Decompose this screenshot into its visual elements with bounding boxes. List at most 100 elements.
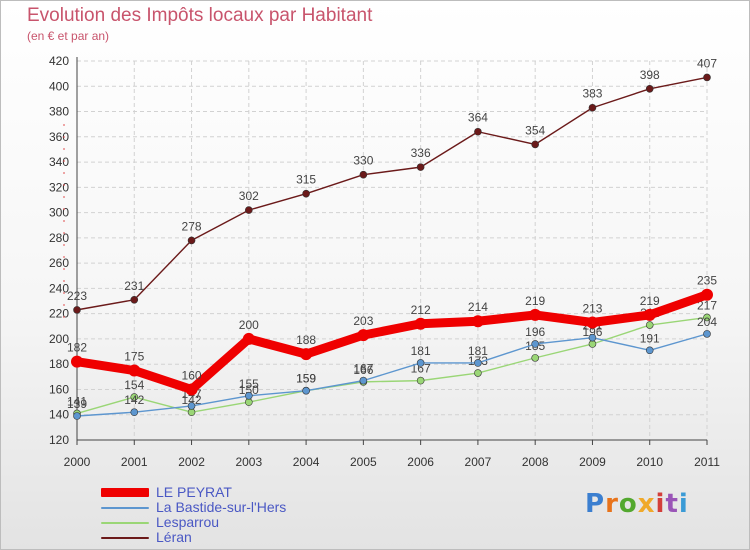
legend-swatch-le-peyrat bbox=[101, 488, 149, 497]
legend-swatch-la-bastide bbox=[101, 507, 149, 509]
data-label-l-ran: 315 bbox=[296, 173, 316, 187]
data-label-la-bastide-sur-l-hers: 181 bbox=[468, 344, 488, 358]
data-point-l-ran bbox=[187, 236, 196, 245]
y-tick-label: 280 bbox=[49, 231, 69, 245]
y-tick-label: 180 bbox=[49, 357, 69, 371]
data-point-la-bastide-sur-l-hers bbox=[416, 359, 425, 367]
chart-subtitle: (en € et par an) bbox=[27, 29, 110, 43]
data-label-la-bastide-sur-l-hers: 196 bbox=[525, 325, 545, 339]
data-point-le-peyrat bbox=[242, 332, 255, 345]
data-point-le-peyrat bbox=[357, 329, 370, 342]
data-point-la-bastide-sur-l-hers bbox=[73, 412, 81, 420]
legend-swatch-leran bbox=[101, 537, 149, 539]
y-tick-label: 160 bbox=[49, 382, 69, 396]
data-label-le-peyrat: 235 bbox=[697, 274, 717, 288]
chart-title: Evolution des Impôts locaux par Habitant bbox=[27, 5, 373, 26]
data-point-la-bastide-sur-l-hers bbox=[302, 386, 310, 395]
proxiti-logo: Proxiti bbox=[585, 489, 689, 519]
data-label-la-bastide-sur-l-hers: 204 bbox=[697, 315, 717, 329]
data-label-lesparrou: 217 bbox=[697, 298, 717, 312]
data-point-la-bastide-sur-l-hers bbox=[703, 330, 711, 338]
data-label-le-peyrat: 175 bbox=[124, 350, 144, 364]
x-tick-label: 2010 bbox=[636, 455, 663, 469]
x-tick-label: 2002 bbox=[178, 455, 205, 469]
legend-swatch-lesparrou bbox=[101, 522, 149, 524]
data-label-l-ran: 231 bbox=[124, 279, 144, 293]
data-label-le-peyrat: 214 bbox=[468, 300, 488, 314]
x-tick-label: 2007 bbox=[465, 455, 492, 469]
data-label-le-peyrat: 188 bbox=[296, 333, 316, 347]
data-point-l-ran bbox=[416, 163, 425, 171]
data-label-lesparrou: 166 bbox=[353, 363, 373, 377]
y-tick-label: 120 bbox=[49, 433, 69, 447]
data-label-le-peyrat: 160 bbox=[182, 368, 202, 382]
data-point-lesparrou bbox=[531, 354, 539, 362]
data-point-le-peyrat bbox=[128, 364, 141, 377]
data-label-l-ran: 383 bbox=[582, 87, 602, 101]
legend-label: La Bastide-sur-l'Hers bbox=[156, 499, 287, 515]
series-line-le-peyrat bbox=[72, 290, 712, 394]
data-point-l-ran bbox=[73, 306, 81, 314]
data-label-l-ran: 330 bbox=[353, 154, 373, 168]
data-point-la-bastide-sur-l-hers bbox=[531, 340, 539, 348]
data-point-l-ran bbox=[359, 170, 368, 179]
series-line-la-bastide-sur-l-hers bbox=[76, 333, 708, 417]
data-point-la-bastide-sur-l-hers bbox=[130, 408, 139, 417]
x-tick-label: 2006 bbox=[407, 455, 434, 469]
data-point-l-ran bbox=[130, 295, 139, 304]
y-tick-label: 220 bbox=[49, 307, 69, 321]
series-line-l-ran bbox=[76, 76, 708, 311]
series-line-lesparrou bbox=[76, 316, 708, 415]
data-label-la-bastide-sur-l-hers: 167 bbox=[353, 362, 373, 376]
data-label-lesparrou: 141 bbox=[67, 394, 87, 408]
x-tick-label: 2004 bbox=[293, 455, 320, 469]
y-tick-label: 420 bbox=[49, 54, 69, 68]
y-tick-label: 360 bbox=[49, 130, 69, 144]
y-tick-label: 320 bbox=[49, 180, 69, 194]
y-tick-label: 140 bbox=[49, 408, 69, 422]
x-tick-label: 2008 bbox=[522, 455, 549, 469]
y-tick-label: 400 bbox=[49, 79, 69, 93]
x-tick-label: 2011 bbox=[694, 455, 720, 469]
data-point-la-bastide-sur-l-hers bbox=[187, 402, 196, 410]
data-point-le-peyrat bbox=[414, 317, 427, 330]
data-label-la-bastide-sur-l-hers: 181 bbox=[411, 344, 431, 358]
x-tick-label: 2009 bbox=[579, 455, 606, 469]
data-point-lesparrou bbox=[416, 376, 425, 385]
data-point-lesparrou bbox=[474, 369, 482, 377]
data-label-le-peyrat: 182 bbox=[67, 341, 87, 355]
data-point-le-peyrat bbox=[471, 315, 484, 328]
data-label-lesparrou: 159 bbox=[296, 372, 316, 386]
data-point-le-peyrat bbox=[529, 308, 542, 321]
data-label-l-ran: 223 bbox=[67, 289, 87, 303]
legend-label: Lesparrou bbox=[156, 514, 220, 530]
legend-label: LE PEYRAT bbox=[156, 484, 232, 500]
data-point-l-ran bbox=[588, 103, 597, 112]
data-label-lesparrou: 142 bbox=[182, 393, 202, 407]
data-point-le-peyrat bbox=[185, 383, 198, 396]
data-label-l-ran: 302 bbox=[239, 189, 259, 203]
data-point-l-ran bbox=[474, 127, 482, 136]
y-tick-label: 240 bbox=[49, 281, 69, 295]
data-point-le-peyrat bbox=[643, 308, 656, 321]
data-point-le-peyrat bbox=[701, 288, 713, 301]
x-tick-label: 2003 bbox=[235, 455, 262, 469]
x-tick-label: 2001 bbox=[121, 455, 148, 469]
data-label-lesparrou: 196 bbox=[582, 325, 602, 339]
data-label-l-ran: 278 bbox=[182, 219, 202, 233]
data-label-l-ran: 354 bbox=[525, 123, 545, 137]
y-tick-label: 200 bbox=[49, 332, 69, 346]
data-label-le-peyrat: 219 bbox=[525, 294, 545, 308]
data-point-la-bastide-sur-l-hers bbox=[588, 333, 597, 342]
data-point-l-ran bbox=[645, 84, 654, 93]
data-point-l-ran bbox=[245, 206, 253, 214]
data-label-l-ran: 336 bbox=[411, 146, 431, 160]
data-label-lesparrou: 154 bbox=[124, 378, 144, 392]
data-label-le-peyrat: 203 bbox=[353, 314, 373, 328]
data-point-lesparrou bbox=[130, 393, 139, 401]
data-label-la-bastide-sur-l-hers: 155 bbox=[239, 377, 259, 391]
data-point-l-ran bbox=[302, 189, 310, 198]
data-label-la-bastide-sur-l-hers: 159 bbox=[296, 372, 316, 386]
